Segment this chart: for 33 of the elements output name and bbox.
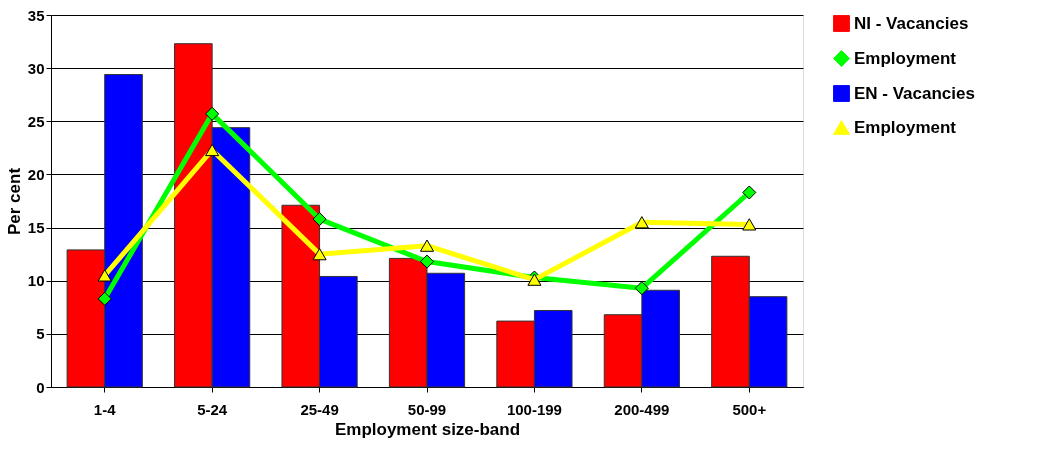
point: [97, 269, 112, 282]
x-tick-label: 100-199: [506, 400, 562, 418]
y-tick-label: 30: [27, 59, 45, 77]
y-tick-label: 20: [27, 165, 45, 183]
y-tick-label: 0: [36, 378, 45, 396]
x-tick-label: 50-99: [407, 400, 447, 418]
y-axis-title: Per cent: [4, 167, 24, 236]
point: [419, 254, 435, 269]
point: [634, 216, 649, 229]
x-tick-label: 200-499: [614, 400, 670, 418]
point: [312, 248, 327, 261]
legend-label: EN - Vacancies: [854, 83, 975, 103]
x-tick-label: 500+: [732, 400, 767, 418]
y-tick-label: 15: [27, 219, 45, 237]
legend-label: Employment: [854, 117, 957, 137]
x-axis-title: Employment size-band: [334, 419, 521, 439]
point: [312, 212, 327, 227]
y-tick-label: 35: [27, 6, 45, 24]
y-tick-label: 25: [27, 112, 45, 130]
point: [742, 185, 757, 200]
point: [205, 106, 220, 121]
point: [97, 291, 112, 306]
point: [205, 143, 220, 157]
x-tick-label: 25-49: [300, 400, 339, 418]
x-tick-label: 1-4: [93, 400, 117, 418]
y-tick-label: 5: [36, 325, 45, 343]
legend-label: Employment: [854, 48, 957, 68]
legend-label: NI - Vacancies: [854, 13, 969, 33]
point: [419, 239, 435, 252]
x-tick-label: 5-24: [197, 400, 228, 418]
point: [634, 281, 649, 296]
y-tick-label: 10: [27, 272, 45, 290]
point: [742, 218, 757, 231]
